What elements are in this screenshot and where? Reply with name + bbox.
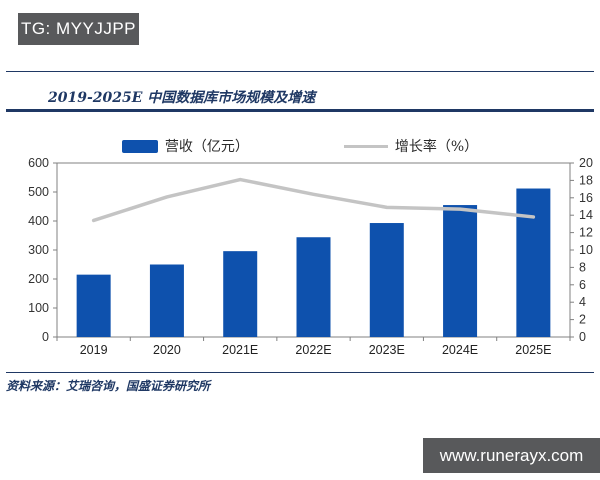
tg-badge-text: TG: MYYJJPP	[20, 19, 137, 38]
bar-2023E	[369, 223, 404, 337]
left-axis-tick-label: 400	[28, 214, 49, 228]
bar-2019	[76, 274, 111, 337]
bar-2020	[149, 264, 184, 337]
right-axis-tick-label: 8	[579, 260, 586, 274]
growth-swatch-icon	[343, 144, 388, 148]
left-axis-tick-label: 300	[28, 243, 49, 257]
footer-rule	[6, 372, 594, 373]
bar-2024E	[443, 205, 478, 337]
legend-growth-label: 增长率（%）	[394, 139, 479, 155]
right-axis-tick-label: 0	[579, 330, 586, 344]
x-axis-label-2021E: 2021E	[222, 343, 258, 357]
source-note: 资料来源：艾瑞咨询，国盛证券研究所	[6, 379, 211, 393]
x-axis-label-2025E: 2025E	[515, 343, 551, 357]
watermark-badge: www.runerayx.com	[423, 438, 600, 473]
left-axis-tick-label: 200	[28, 272, 49, 286]
legend-item-revenue: 营收（亿元）	[121, 136, 249, 156]
left-axis-tick-label: 600	[28, 156, 49, 170]
legend-item-growth: 增长率（%）	[343, 136, 479, 156]
right-axis-tick-label: 12	[579, 226, 593, 240]
right-axis-tick-label: 10	[579, 243, 593, 257]
chart-title: 2019-2025E 中国数据库市场规模及增速	[48, 90, 316, 106]
bar-2021E	[223, 251, 258, 337]
right-axis-tick-label: 14	[579, 208, 593, 222]
right-axis-tick-label: 18	[579, 173, 593, 187]
x-axis-label-2020: 2020	[153, 343, 181, 357]
bar-2025E	[516, 188, 551, 337]
left-axis-tick-label: 100	[28, 301, 49, 315]
right-axis-tick-label: 6	[579, 278, 586, 292]
right-axis-tick-label: 16	[579, 191, 593, 205]
right-axis-tick-label: 20	[579, 156, 593, 170]
tg-badge: TG: MYYJJPP	[18, 13, 139, 45]
x-axis-label-2024E: 2024E	[442, 343, 478, 357]
header-rule-top	[6, 71, 594, 72]
x-axis-label-2019: 2019	[80, 343, 108, 357]
x-axis-label-2022E: 2022E	[295, 343, 331, 357]
header-rule-bottom	[6, 109, 594, 112]
right-axis-tick-label: 2	[579, 313, 586, 327]
chart-legend: 营收（亿元） 增长率（%）	[0, 136, 600, 156]
revenue-swatch-icon	[121, 139, 158, 153]
growth-rate-line	[91, 177, 536, 223]
left-axis-tick-label: 500	[28, 185, 49, 199]
legend-revenue-label: 营收（亿元）	[164, 139, 249, 155]
watermark-text: www.runerayx.com	[439, 445, 584, 465]
bar-2022E	[296, 237, 331, 337]
left-axis-tick-label: 0	[42, 330, 49, 344]
right-axis-tick-label: 4	[579, 295, 586, 309]
x-axis-label-2023E: 2023E	[369, 343, 405, 357]
